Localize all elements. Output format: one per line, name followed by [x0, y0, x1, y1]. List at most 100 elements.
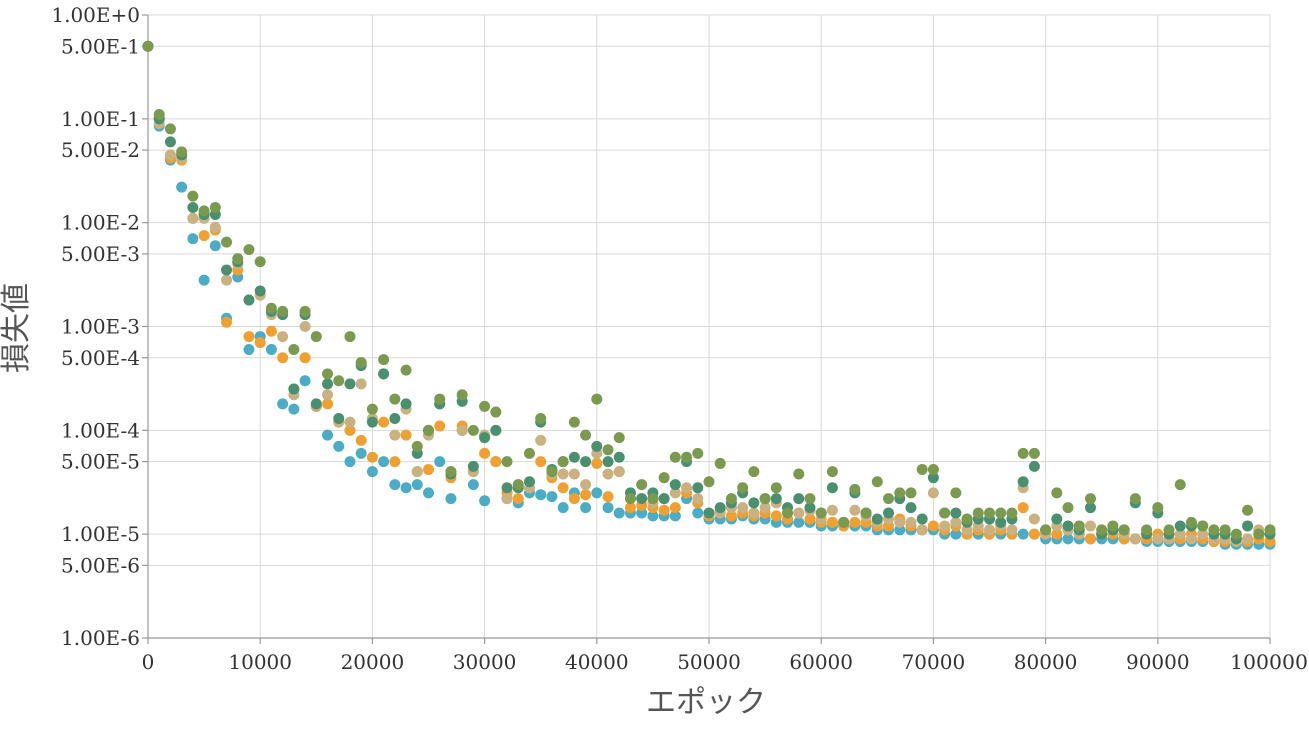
data-point — [714, 502, 726, 514]
data-point — [176, 181, 188, 193]
data-point — [400, 364, 412, 376]
data-point — [602, 456, 614, 468]
data-point — [927, 463, 939, 475]
data-point — [602, 502, 614, 514]
data-point — [580, 429, 592, 441]
data-point — [310, 398, 322, 410]
data-point — [198, 230, 210, 242]
x-tick-label: 0 — [142, 650, 155, 674]
data-point — [1253, 528, 1265, 540]
data-point — [849, 483, 861, 495]
data-point — [883, 507, 895, 519]
data-point — [1017, 502, 1029, 514]
data-point — [658, 493, 670, 505]
data-point — [1163, 524, 1175, 536]
data-point — [333, 413, 345, 425]
data-point — [490, 406, 502, 418]
data-point — [299, 321, 311, 332]
data-point — [366, 416, 378, 428]
data-point — [1062, 533, 1074, 545]
data-point — [445, 466, 457, 478]
data-point — [1062, 502, 1074, 514]
data-point — [265, 302, 277, 314]
y-axis-title: 損失値 — [0, 283, 34, 373]
data-point — [411, 479, 423, 491]
data-point — [445, 493, 457, 505]
data-point — [467, 460, 479, 472]
data-point — [1051, 487, 1063, 499]
data-point — [905, 487, 917, 499]
data-point — [456, 424, 468, 436]
data-point — [770, 510, 782, 522]
data-point — [344, 456, 356, 468]
y-tick-label: 1.00E-5 — [61, 522, 140, 546]
grid-lines — [147, 14, 1271, 639]
series-5 — [142, 40, 1276, 540]
data-point — [501, 482, 513, 494]
data-point — [1174, 528, 1186, 540]
data-point — [568, 451, 580, 463]
data-point — [1264, 524, 1276, 536]
data-point — [624, 493, 636, 505]
data-point — [613, 507, 625, 519]
data-point — [939, 507, 951, 519]
data-point — [557, 468, 569, 480]
data-point — [826, 516, 838, 528]
data-point — [288, 344, 300, 356]
data-point — [322, 398, 334, 410]
data-point — [894, 487, 906, 499]
data-point — [299, 352, 311, 364]
data-point — [871, 476, 883, 488]
data-point — [613, 432, 625, 444]
data-point — [153, 109, 165, 121]
y-tick-label: 1.00E-6 — [61, 626, 140, 650]
data-point — [243, 244, 255, 256]
x-tick-labels: 0 10000 20000 30000 40000 50000 60000 70000 8000… — [142, 650, 1308, 674]
data-point — [905, 516, 917, 528]
data-point — [580, 479, 592, 491]
data-point — [916, 524, 928, 536]
x-tick-label: 70000 — [902, 650, 966, 674]
data-point — [490, 456, 502, 468]
data-point — [467, 479, 479, 491]
data-point — [714, 457, 726, 469]
data-point — [995, 516, 1007, 528]
data-point — [1051, 513, 1063, 525]
data-point — [793, 493, 805, 505]
data-point — [916, 463, 928, 475]
x-axis-title: エポック — [646, 685, 766, 720]
data-point — [681, 451, 693, 463]
data-point — [669, 502, 681, 514]
data-point — [288, 383, 300, 395]
data-point — [198, 205, 210, 217]
data-point — [479, 400, 491, 412]
data-point — [894, 516, 906, 528]
data-point — [613, 451, 625, 463]
data-point — [871, 513, 883, 525]
y-tick-label: 5.00E-2 — [61, 138, 140, 162]
data-point — [692, 447, 704, 459]
data-point — [221, 264, 233, 276]
y-tick-label: 5.00E-4 — [61, 346, 140, 370]
data-point — [1006, 507, 1018, 519]
data-point — [961, 513, 973, 525]
data-point — [277, 305, 289, 317]
data-point — [512, 479, 524, 491]
y-tick-label: 1.00E-4 — [61, 418, 140, 442]
data-point — [793, 516, 805, 528]
data-point — [737, 482, 749, 494]
data-point — [1084, 493, 1096, 505]
data-point — [344, 331, 356, 343]
data-point — [1028, 513, 1040, 525]
data-point — [995, 507, 1007, 519]
data-point — [759, 493, 771, 505]
data-point — [221, 316, 233, 328]
data-point — [479, 432, 491, 444]
data-point — [1141, 524, 1153, 536]
data-point — [378, 368, 390, 380]
x-tick-label: 90000 — [1126, 650, 1190, 674]
data-point — [209, 221, 221, 233]
data-point — [546, 466, 558, 478]
data-point — [479, 495, 491, 507]
data-point — [804, 502, 816, 514]
